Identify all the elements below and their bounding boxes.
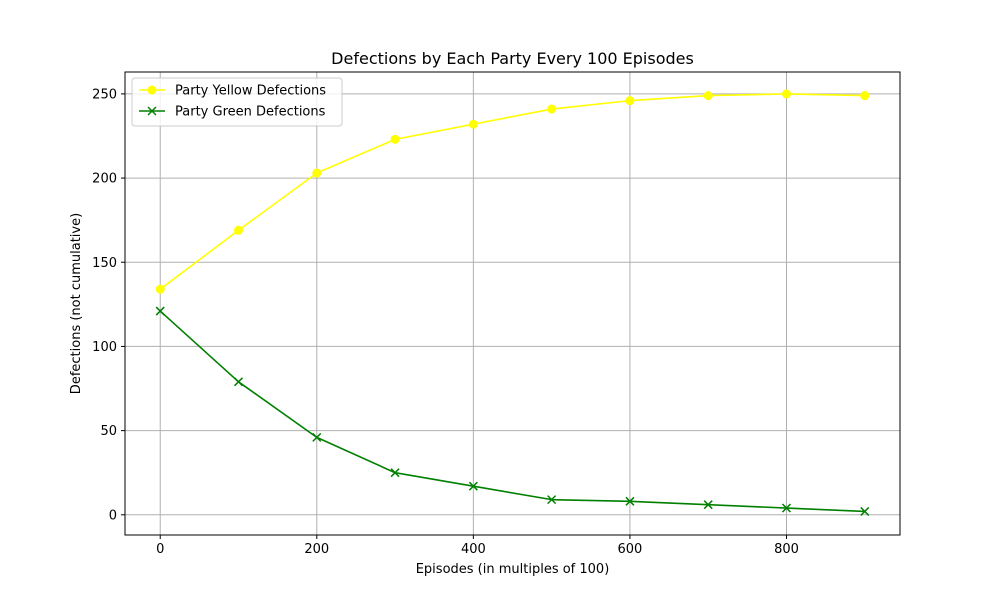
chart-title: Defections by Each Party Every 100 Episo…	[331, 49, 694, 68]
series-line-green	[159, 310, 865, 513]
series-green	[155, 306, 870, 516]
legend-item-yellow: Party Yellow Defections	[139, 84, 326, 99]
x-tick-label: 0	[156, 542, 164, 557]
y-tick-label: 250	[92, 87, 117, 102]
y-tick-label: 200	[92, 172, 117, 187]
x-tick-label: 600	[618, 542, 643, 557]
y-tick-label: 150	[92, 256, 117, 271]
data-point-yellow	[625, 96, 635, 106]
data-point-green	[390, 468, 400, 478]
data-point-green	[547, 495, 557, 505]
legend: Party Yellow Defections Party Green Defec…	[131, 77, 343, 127]
data-point-yellow	[234, 225, 244, 235]
y-tick-label: 100	[92, 340, 117, 355]
marker-stroke	[781, 503, 792, 513]
data-point-yellow	[312, 168, 322, 178]
x-axis-title: Episodes (in multiples of 100)	[416, 562, 610, 577]
marker-stroke	[312, 432, 322, 442]
marker-stroke	[547, 495, 557, 505]
y-tick-label: 50	[100, 424, 117, 439]
data-point-green	[625, 496, 635, 506]
data-point-green	[781, 503, 792, 513]
marker-stroke	[155, 306, 165, 316]
data-point-yellow	[781, 89, 791, 99]
data-point-green	[155, 306, 165, 316]
data-point-yellow	[860, 91, 870, 101]
data-point-green	[312, 432, 322, 442]
marker-stroke	[625, 496, 635, 506]
axis-ticks: 0 200 400 600 800 0 50 100 150 200 250	[92, 87, 799, 557]
x-tick-label: 200	[304, 542, 329, 557]
legend-marker	[147, 85, 157, 95]
data-point-yellow	[390, 134, 400, 144]
data-point-yellow	[468, 119, 478, 129]
marker-stroke	[390, 468, 400, 478]
data-point-green	[233, 377, 244, 387]
series-layer	[155, 89, 870, 516]
x-tick-label: 800	[774, 542, 799, 557]
legend-label: Party Yellow Defections	[175, 84, 326, 99]
marker-stroke	[147, 106, 157, 116]
data-point-yellow	[547, 104, 557, 114]
y-tick-label: 0	[109, 508, 117, 523]
data-point-green	[860, 506, 870, 516]
legend-label: Party Green Defections	[175, 105, 326, 120]
data-point-yellow	[703, 91, 713, 101]
data-point-green	[703, 500, 713, 510]
marker-stroke	[233, 377, 244, 387]
marker-stroke	[468, 481, 478, 491]
plot-frame	[124, 71, 901, 536]
series-yellow	[155, 89, 870, 294]
data-point-yellow	[155, 284, 165, 294]
legend-box	[131, 77, 343, 127]
legend-item-green: Party Green Defections	[139, 105, 326, 120]
data-point-green	[468, 481, 478, 491]
legend-marker	[147, 106, 157, 116]
x-tick-label: 400	[461, 542, 486, 557]
series-line-yellow	[159, 93, 865, 290]
marker-stroke	[860, 506, 870, 516]
y-axis-title: Defections (not cumulative)	[69, 213, 84, 394]
marker-stroke	[703, 500, 713, 510]
